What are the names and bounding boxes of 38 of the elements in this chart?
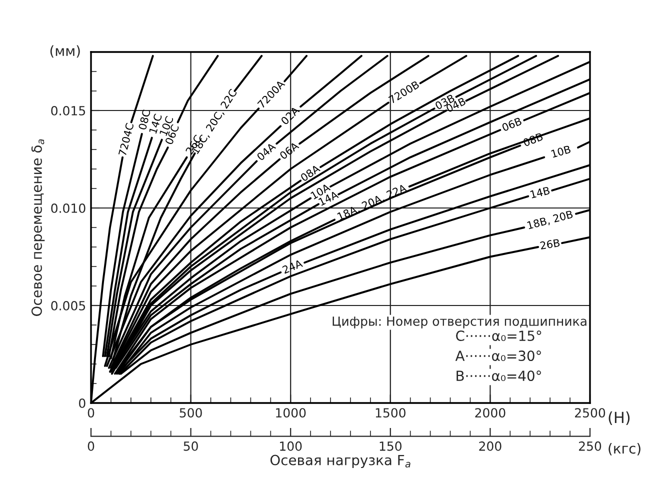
text: 14B: [530, 186, 550, 198]
x-axis-title: Осевая нагрузка F$_{a}$: [270, 454, 410, 468]
text: 24A: [282, 259, 304, 274]
text: (кгс): [608, 442, 640, 456]
x-tick-label: 2000: [475, 408, 506, 418]
annotation: A······α₀=30°: [455, 350, 541, 362]
y-axis-title: Осевое перемещение δ$_{a}$: [31, 139, 45, 316]
annotation: B······α₀=40°: [456, 370, 541, 382]
text: 06A: [279, 141, 300, 160]
annotation: C······α₀=15°: [456, 330, 542, 342]
x-tick-label: 2500: [575, 408, 606, 418]
text: 26B: [540, 238, 560, 250]
x-tick-label: 0: [88, 408, 94, 418]
text: 04A: [256, 142, 276, 161]
y-tick-label: 0.010: [51, 203, 86, 213]
x2-tick-label: 150: [380, 441, 402, 451]
x2-tick-label: 0: [88, 441, 94, 451]
text: 18B, 20B: [527, 210, 574, 230]
x2-tick-label: 200: [479, 441, 502, 451]
text: 02A: [280, 106, 300, 126]
text: 08C: [138, 109, 150, 130]
x2-tick-label: 250: [578, 441, 602, 451]
text: 06B: [502, 117, 522, 132]
y-tick-label: 0: [79, 398, 86, 408]
text: 7204C: [118, 122, 134, 156]
text: (Н): [608, 411, 630, 426]
x2-tick-label: 50: [184, 441, 198, 451]
text: (мм): [50, 45, 80, 58]
text: 08A: [300, 164, 321, 182]
y-tick-label: 0.015: [51, 106, 86, 116]
x-tick-label: 1500: [376, 408, 406, 418]
text: 14C: [148, 114, 162, 134]
text: 10B: [551, 145, 571, 158]
annotation: Цифры: Номер отверстия подшипника: [332, 316, 586, 328]
y-tick-label: 0.005: [51, 300, 86, 310]
x-tick-label: 500: [180, 408, 202, 418]
x-tick-label: 1000: [276, 408, 306, 418]
x2-tick-label: 100: [280, 441, 302, 451]
